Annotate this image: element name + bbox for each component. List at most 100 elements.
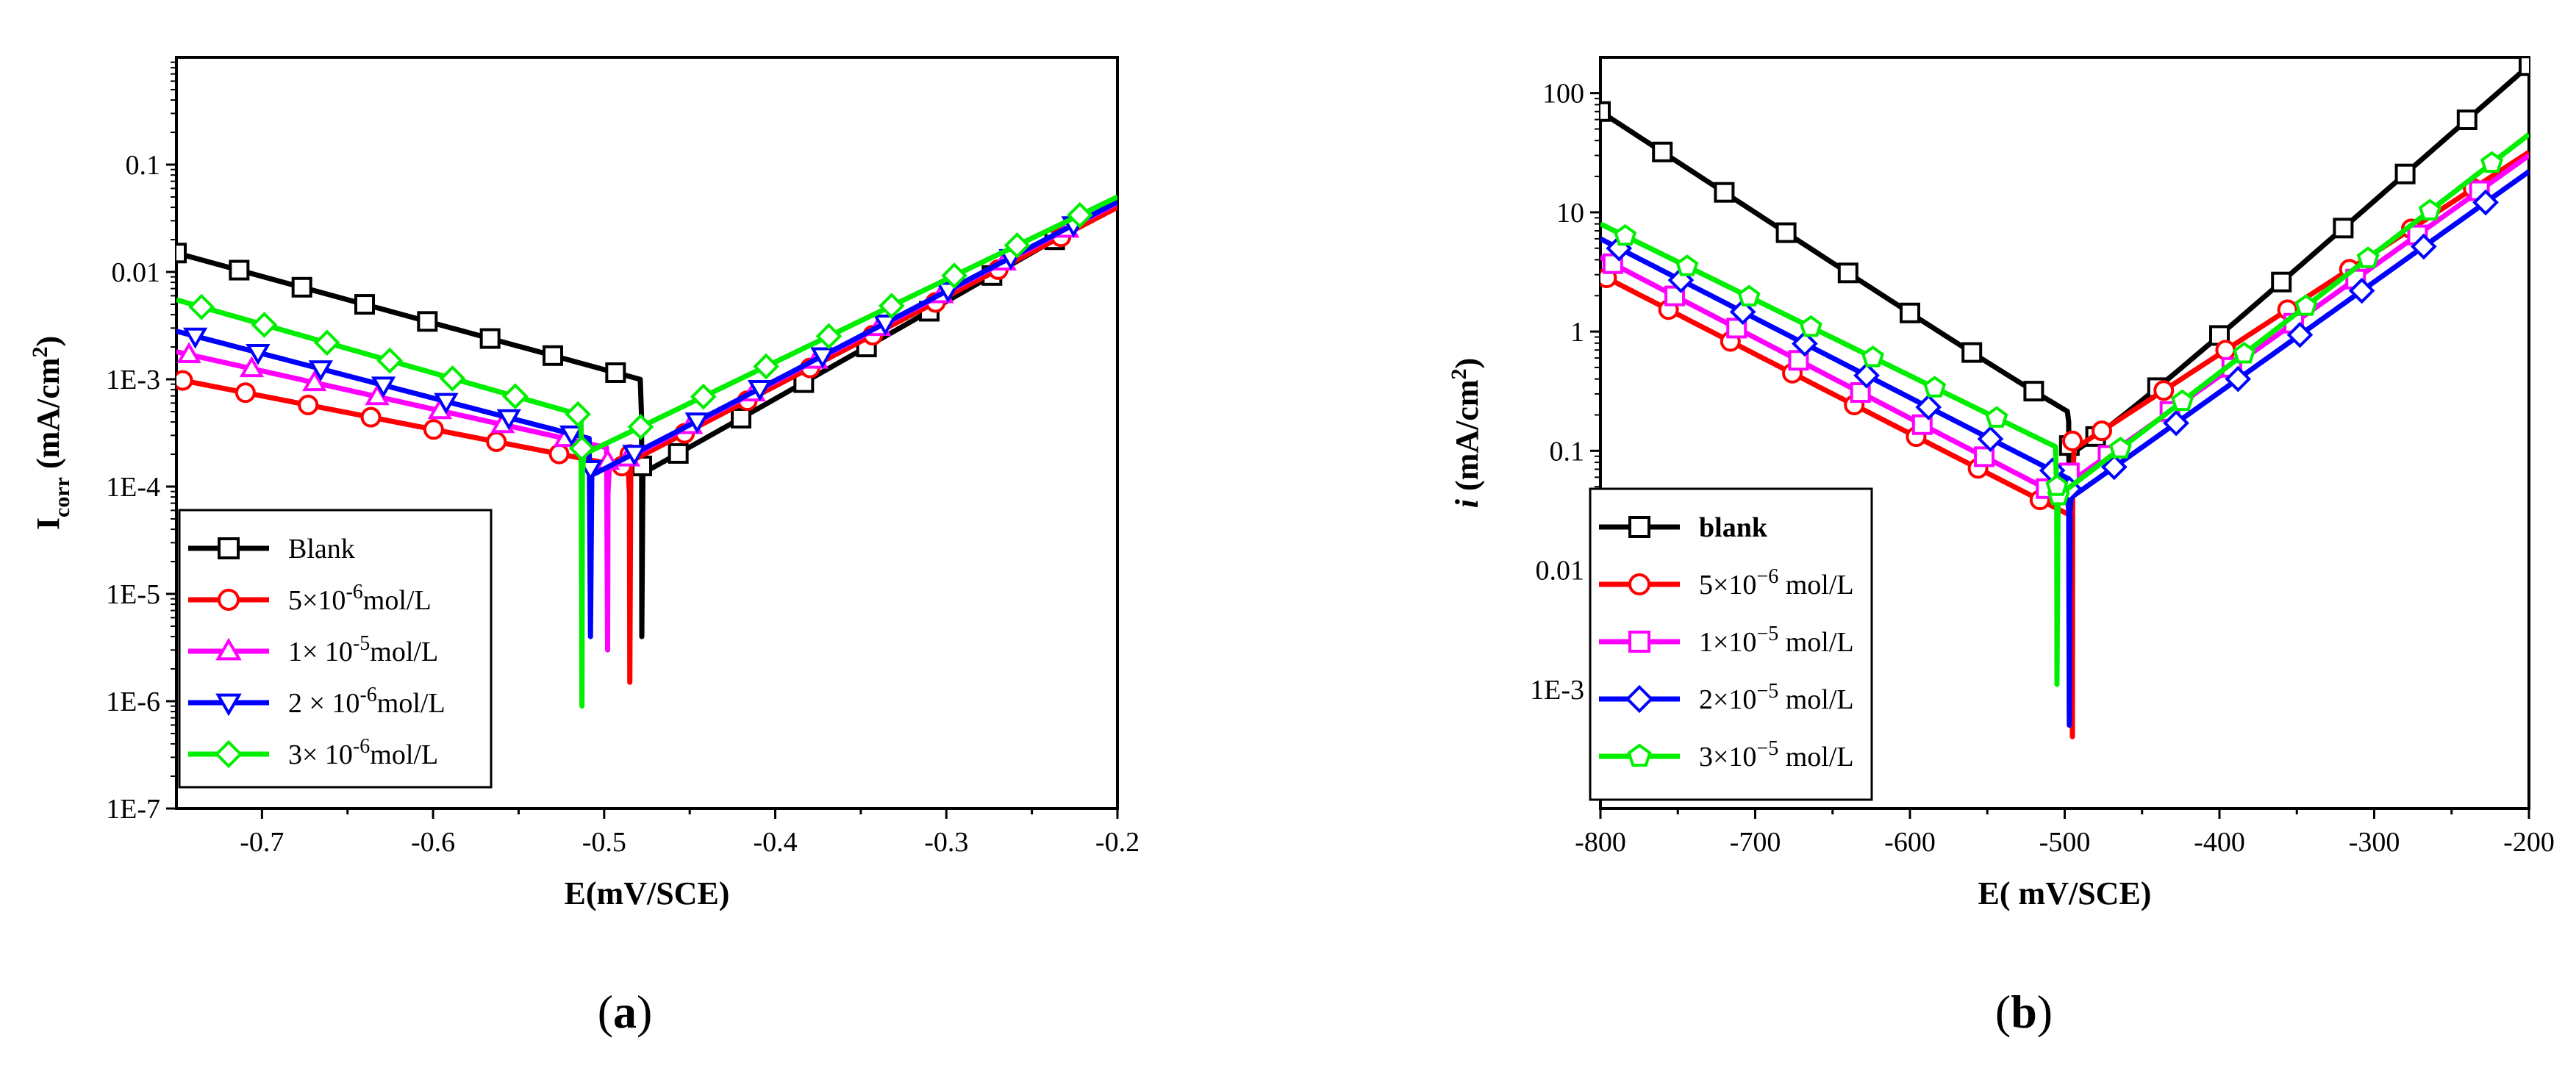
x-tick-label: -0.7 [240,827,284,858]
legend-item: 3× 10-6mol/L [188,735,438,770]
x-tick-label: -0.3 [924,827,968,858]
data-point [1602,253,1623,274]
y-axis-title-main: i [1449,498,1485,508]
data-point [2394,163,2416,184]
data-point [2215,340,2236,361]
data-point [298,394,319,415]
data-point [308,360,333,382]
data-point [2411,233,2437,260]
data-point [251,312,278,338]
y-tick-label: 100 [1542,79,1584,110]
x-tick-label: -700 [1730,827,1781,858]
legend-label: 1×10−5 mol/L [1699,623,1854,658]
data-point [2519,57,2529,76]
legend-label-part: 2×10 [1699,684,1756,715]
x-tick-label: -300 [2349,827,2400,858]
data-point [2472,189,2499,216]
x-tick-label: -0.6 [411,827,455,858]
legend-label: 3× 10-6mol/L [288,735,438,770]
data-point [2092,420,2113,442]
data-point [1792,330,1818,357]
legend-label-part: 3×10 [1699,742,1756,772]
data-point [2163,409,2189,437]
data-point [235,382,256,404]
data-point [1977,426,2004,452]
legend-label-part: -5 [353,632,370,655]
data-point [578,459,603,481]
data-point [568,435,595,462]
y-tick-label: 1E-7 [106,794,160,825]
data-point [731,407,751,429]
series-4 [1600,169,2529,728]
data-point [1675,254,1699,276]
data-point [313,329,340,356]
y-tick-label: 1E-4 [106,472,160,503]
data-point [176,243,187,264]
data-point [2171,389,2194,412]
legend-label-part: 2 × 10 [288,688,359,719]
data-point [1861,345,1884,368]
data-point [176,342,201,364]
y-axis-title-close: ) [30,336,66,347]
y-axis-title: i (mA/cm2) [1447,358,1485,508]
legend-label-part: 3× 10 [288,739,353,770]
legend-marker [1627,743,1652,767]
y-axis-title-main: I [30,517,66,530]
legend-label-part: mol/L [377,688,446,719]
data-point [543,345,563,366]
data-point [810,347,835,369]
y-axis-title-units: (mA/cm [30,358,66,478]
data-point [559,425,584,447]
legend-item: 5×10-6mol/L [188,581,432,616]
data-point [2062,430,2083,451]
y-axis-title-units: (mA/cm [1449,379,1485,499]
data-point [2348,277,2375,304]
data-point [2153,380,2175,401]
panel-a-chart: -0.7 -0.6 -0.5 -0.4 -0.3 -0.2 1E-7 1E-6 1E-5 1E-4… [28,56,1139,911]
data-point [486,431,507,452]
series-line [1600,169,2529,728]
data-point [2456,109,2477,130]
legend-label: 3×10−5 mol/L [1699,737,1854,772]
x-tick-label: -600 [1884,827,1936,858]
legend-marker [1628,631,1650,653]
data-point [1737,284,1761,307]
data-point [496,409,521,431]
data-point [229,259,250,281]
data-point [1837,262,1858,284]
data-point [941,262,967,289]
x-tick-label: -0.5 [582,827,626,858]
data-point [2045,474,2069,496]
legend-marker [215,693,242,717]
legend-marker [1625,684,1654,714]
y-axis-title-close: ) [1449,358,1485,369]
legend-item: 5×10−6 mol/L [1599,565,1854,601]
data-point [2356,246,2380,268]
series-1 [1600,57,2529,537]
x-tick-label: -0.2 [1095,827,1139,858]
legend-label-part: mol/L [1778,742,1853,772]
y-tick-label: 0.1 [1550,436,1585,467]
data-point [1900,302,1920,323]
data-point [1799,315,1822,337]
data-point [182,327,208,349]
data-point [360,406,382,428]
data-point [873,315,898,336]
legend-label-part: -6 [353,735,370,758]
data-point [302,370,327,392]
data-point [371,376,396,398]
data-point [684,412,709,434]
data-point [1003,232,1031,259]
data-point [354,294,375,315]
panel-b-label: (b) [1995,986,2053,1038]
data-point [2286,321,2314,348]
data-point [2225,365,2252,392]
data-point [565,401,591,428]
legend-label-part: blank [1699,512,1768,543]
legend-label-part: mol/L [363,585,432,616]
data-point [2023,381,2044,402]
data-point [2108,437,2132,459]
